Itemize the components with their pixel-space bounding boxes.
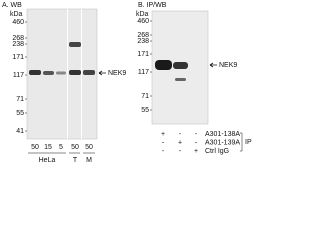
marker-label: 238 xyxy=(12,41,24,48)
ip-mark: - xyxy=(162,148,165,155)
marker-label: 460 xyxy=(137,18,149,25)
panel-label: B. IP/WB xyxy=(138,2,167,9)
row-label: Ctrl IgG xyxy=(205,148,229,155)
marker-label: 117 xyxy=(13,72,24,79)
lane-label: 50 xyxy=(71,144,79,151)
marker-label: 71 xyxy=(141,93,149,100)
row-label: A301-138A xyxy=(205,131,240,138)
band xyxy=(69,42,81,47)
band xyxy=(69,70,81,75)
arrow xyxy=(98,70,106,76)
ip-mark: + xyxy=(178,139,182,146)
marker-label: 268 xyxy=(137,32,149,39)
band xyxy=(56,71,66,75)
marker-label: 71 xyxy=(16,96,24,103)
marker-label: 41 xyxy=(16,128,24,135)
row-label: A301-139A xyxy=(205,139,240,146)
bracket-label: IP xyxy=(245,139,252,146)
ip-mark: - xyxy=(179,148,182,155)
group-label: M xyxy=(86,157,92,164)
arrow xyxy=(209,62,217,68)
panel-label: A. WB xyxy=(2,2,22,9)
unit: kDa xyxy=(10,11,23,18)
group-label: T xyxy=(73,157,78,164)
ip-mark: + xyxy=(194,148,198,155)
band xyxy=(83,70,95,75)
bracket xyxy=(240,132,243,152)
ip-mark: - xyxy=(195,131,198,138)
marker-label: 171 xyxy=(12,54,24,61)
lane-label: 15 xyxy=(44,144,52,151)
lane-label: 5 xyxy=(59,144,63,151)
band xyxy=(173,62,188,69)
ip-mark: - xyxy=(195,139,198,146)
group-label: HeLa xyxy=(39,157,56,164)
marker-label: 171 xyxy=(137,51,149,58)
marker-label: 117 xyxy=(138,69,149,76)
ip-mark: + xyxy=(161,131,165,138)
band xyxy=(43,71,54,75)
band xyxy=(155,60,172,70)
marker-label: 55 xyxy=(16,110,24,117)
ip-mark: - xyxy=(162,139,165,146)
target-label: NEK9 xyxy=(108,70,126,77)
figure: A. WB kDa NEK9 B. IP/WB kDa NEK9 IP 460 2… xyxy=(2,2,252,164)
ip-mark: - xyxy=(179,131,182,138)
marker-label: 238 xyxy=(137,38,149,45)
lane-label: 50 xyxy=(31,144,39,151)
marker-label: 460 xyxy=(12,19,24,26)
lane-label: 50 xyxy=(85,144,93,151)
marker-label: 268 xyxy=(12,35,24,42)
band xyxy=(29,70,41,75)
band xyxy=(175,78,186,81)
target-label: NEK9 xyxy=(219,62,237,69)
marker-label: 55 xyxy=(141,107,149,114)
unit: kDa xyxy=(136,11,149,18)
